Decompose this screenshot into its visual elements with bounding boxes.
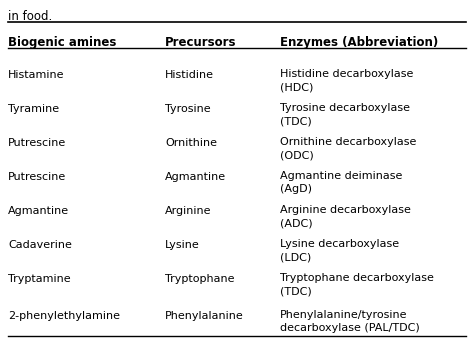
Text: Lysine decarboxylase: Lysine decarboxylase [280,239,399,249]
Text: Enzymes (Abbreviation): Enzymes (Abbreviation) [280,36,438,49]
Text: Phenylalanine/tyrosine: Phenylalanine/tyrosine [280,310,408,320]
Text: Agmantine: Agmantine [165,172,226,182]
Text: Tyrosine decarboxylase: Tyrosine decarboxylase [280,103,410,113]
Text: (ODC): (ODC) [280,150,314,160]
Text: Ornithine decarboxylase: Ornithine decarboxylase [280,137,416,147]
Text: (TDC): (TDC) [280,286,312,296]
Text: Histamine: Histamine [8,70,64,80]
Text: Phenylalanine: Phenylalanine [165,311,244,321]
Text: Arginine decarboxylase: Arginine decarboxylase [280,205,411,215]
Text: Arginine: Arginine [165,206,211,216]
Text: Putrescine: Putrescine [8,172,66,182]
Text: Tyramine: Tyramine [8,104,59,114]
Text: Lysine: Lysine [165,240,200,250]
Text: 2-phenylethylamine: 2-phenylethylamine [8,311,120,321]
Text: (TDC): (TDC) [280,116,312,126]
Text: Biogenic amines: Biogenic amines [8,36,117,49]
Text: (AgD): (AgD) [280,184,312,194]
Text: decarboxylase (PAL/TDC): decarboxylase (PAL/TDC) [280,323,420,333]
Text: Precursors: Precursors [165,36,237,49]
Text: Tryptophane: Tryptophane [165,274,235,284]
Text: Tryptophane decarboxylase: Tryptophane decarboxylase [280,273,434,283]
Text: Tyrosine: Tyrosine [165,104,210,114]
Text: (HDC): (HDC) [280,82,313,92]
Text: (ADC): (ADC) [280,218,313,228]
Text: in food.: in food. [8,10,52,23]
Text: Agmantine: Agmantine [8,206,69,216]
Text: Agmantine deiminase: Agmantine deiminase [280,171,402,181]
Text: Tryptamine: Tryptamine [8,274,71,284]
Text: Putrescine: Putrescine [8,138,66,148]
Text: (LDC): (LDC) [280,252,311,262]
Text: Ornithine: Ornithine [165,138,217,148]
Text: Cadaverine: Cadaverine [8,240,72,250]
Text: Histidine decarboxylase: Histidine decarboxylase [280,69,413,79]
Text: Histidine: Histidine [165,70,214,80]
